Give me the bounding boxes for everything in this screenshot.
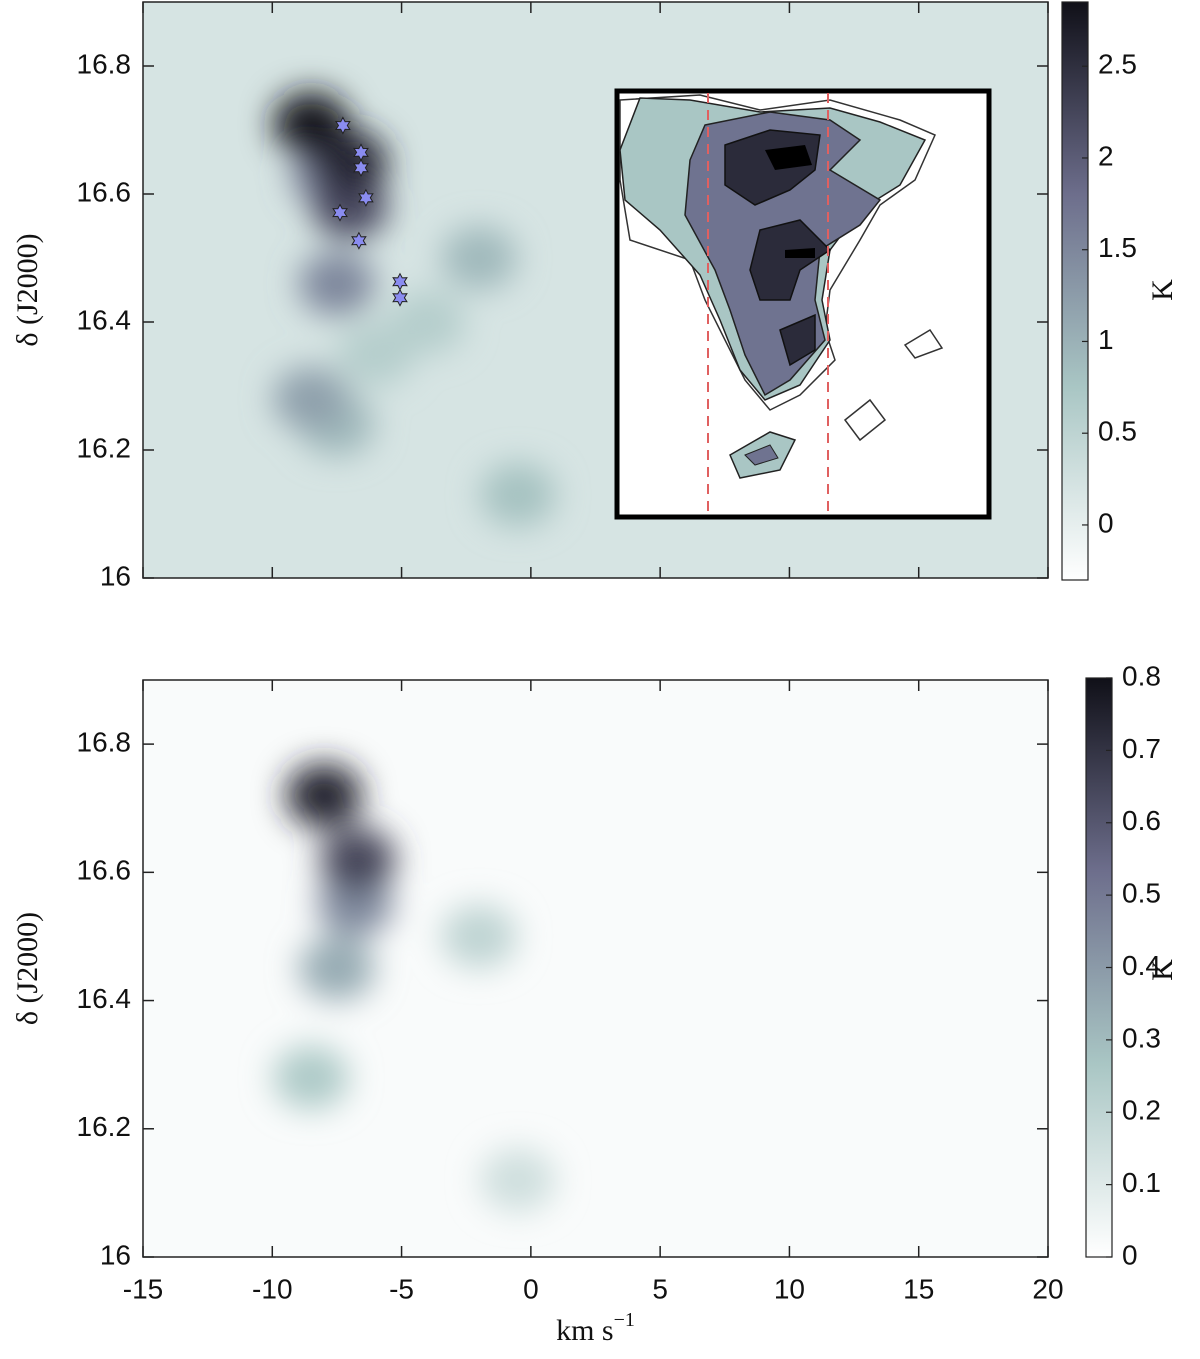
x-tick-label: -5: [389, 1273, 414, 1304]
emission-blob: [319, 827, 396, 892]
star-marker: [334, 116, 351, 135]
star-marker: [353, 158, 369, 177]
y-tick-label: 16.6: [77, 176, 132, 207]
y-tick-label: 16.2: [77, 1111, 132, 1142]
colorbar-tick-label: 1.5: [1098, 232, 1137, 263]
colorbar-tick-label: 0.8: [1122, 660, 1161, 691]
x-tick-label: 0: [523, 1273, 539, 1304]
star-marker: [392, 288, 408, 307]
emission-blob: [273, 91, 350, 156]
heatmap: [143, 680, 1048, 1257]
emission-blob: [337, 322, 414, 386]
plot-frame: [142, 1, 1049, 579]
colorbar-tick-label: 2: [1098, 140, 1114, 171]
inset-peak: [765, 145, 815, 258]
emission-blob: [441, 904, 518, 969]
y-axis-label: δ (J2000): [11, 912, 44, 1025]
colorbar-label: K: [1146, 959, 1179, 981]
colorbar-tick-label: 0.5: [1098, 416, 1137, 447]
x-axis-label-sup: −1: [614, 1309, 635, 1331]
colorbar-tick-label: 0.2: [1122, 1095, 1161, 1126]
y-tick-label: 16: [100, 1239, 131, 1270]
colorbar-tick-label: 0.7: [1122, 733, 1161, 764]
y-tick-label: 16.2: [77, 432, 132, 463]
x-tick-label: 10: [774, 1273, 805, 1304]
colorbar-tick-label: 0.6: [1122, 805, 1161, 836]
star-marker: [351, 231, 367, 250]
heatmap-background: [143, 680, 1048, 1257]
y-axis-label: δ (J2000): [11, 233, 44, 346]
emission-blob: [298, 936, 375, 1001]
colorbar-tick-label: 0.4: [1122, 950, 1161, 981]
emission: [273, 91, 556, 527]
x-tick-label: 20: [1032, 1273, 1063, 1304]
inset-level-2: [744, 444, 779, 466]
emission: [273, 763, 556, 1213]
x-axis-label: km s−1: [556, 1309, 635, 1347]
x-tick-label: -10: [252, 1273, 292, 1304]
emission-blob: [479, 1148, 556, 1213]
colorbar-tick-label: 0: [1098, 507, 1114, 538]
emission-blob: [298, 251, 375, 316]
colorbar-label: K: [1146, 279, 1179, 301]
colorbar: [1061, 1, 1089, 581]
colorbar-tick-label: 0.5: [1122, 878, 1161, 909]
colorbar-tick-label: 0.3: [1122, 1022, 1161, 1053]
x-tick-label: 5: [652, 1273, 668, 1304]
colorbar-tick-label: 0.1: [1122, 1167, 1161, 1198]
inset-level-3: [724, 129, 832, 367]
inset-contour: [843, 328, 944, 442]
emission-blob: [441, 226, 518, 290]
star-marker: [332, 203, 348, 222]
y-tick-label: 16.8: [77, 48, 132, 79]
colorbar-tick-label: 2.5: [1098, 49, 1137, 80]
x-tick-label: -15: [123, 1273, 163, 1304]
colorbar-tick-label: 0: [1122, 1239, 1138, 1270]
y-tick-label: 16.4: [77, 304, 132, 335]
y-tick-label: 16.8: [77, 727, 132, 758]
panel-top: 16 16.2 16.4 16.6 16.8 δ (J2000) 0 0.5 1 1.5 2 2.5 K: [11, 1, 1179, 591]
emission-blob: [317, 872, 394, 937]
y-tick-label: 16.6: [77, 855, 132, 886]
x-tick-label: 15: [903, 1273, 934, 1304]
x-axis-label-text: km s: [556, 1314, 614, 1347]
colorbar-tick-label: 1: [1098, 324, 1114, 355]
panel-bottom: -15 -10 -5 0 5 10 15 20 16 16.2 16.4 16.6 16.8 δ (J20…: [11, 660, 1179, 1347]
emission-blob: [273, 366, 350, 431]
emission-blob: [286, 763, 362, 828]
y-tick-label: 16.4: [77, 983, 132, 1014]
emission-blob: [479, 462, 556, 527]
y-tick-label: 16: [100, 560, 131, 591]
star-marker: [358, 188, 374, 207]
inset-map: [614, 88, 992, 520]
emission-blob: [311, 174, 388, 239]
emission-blob: [273, 1045, 350, 1110]
plot-frame: [142, 679, 1049, 1258]
